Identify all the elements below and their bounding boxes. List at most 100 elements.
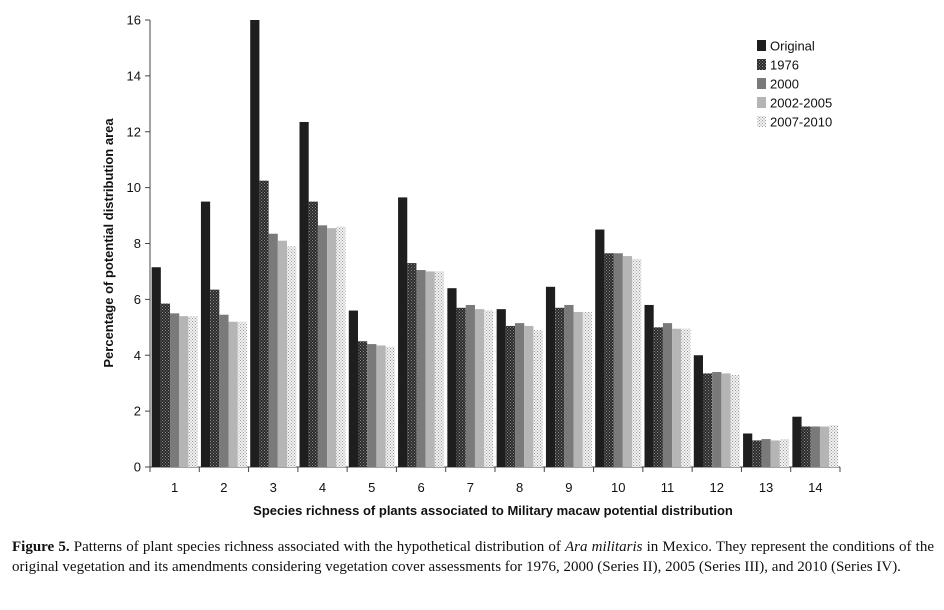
bar xyxy=(228,321,238,467)
bar xyxy=(425,271,435,467)
bar xyxy=(801,426,811,467)
y-tick-label: 10 xyxy=(127,180,141,195)
x-tick-label: 7 xyxy=(467,480,474,495)
bar xyxy=(810,426,820,467)
bar xyxy=(210,289,220,467)
bar xyxy=(327,228,337,467)
bar xyxy=(317,225,328,467)
bar xyxy=(662,323,673,467)
y-tick-label: 0 xyxy=(134,460,141,475)
x-tick-label: 1 xyxy=(171,480,178,495)
caption-species: Ara militaris xyxy=(565,539,643,555)
x-axis-title: Species richness of plants associated to… xyxy=(253,503,733,518)
y-tick-label: 8 xyxy=(134,236,141,251)
x-tick-label: 10 xyxy=(611,480,625,495)
x-tick-label: 11 xyxy=(661,480,675,495)
x-tick-label: 9 xyxy=(565,480,572,495)
figure-caption: Figure 5. Patterns of plant species rich… xyxy=(12,537,934,577)
caption-label: Figure 5. xyxy=(12,539,70,555)
bar xyxy=(277,240,288,467)
bar xyxy=(179,316,189,467)
legend-label: 2002-2005 xyxy=(770,96,832,111)
bar xyxy=(613,253,623,467)
bar xyxy=(496,309,506,467)
legend: Original 1976 2000 2002-2005 2007-2010 xyxy=(757,39,832,130)
y-tick-label: 2 xyxy=(134,404,141,419)
bar xyxy=(170,313,180,467)
bar xyxy=(299,121,309,467)
caption-text-end: in Mexico. They represent the conditions… xyxy=(12,539,934,575)
bar xyxy=(761,439,771,467)
bar xyxy=(653,327,663,467)
bar xyxy=(219,314,229,467)
bar xyxy=(743,433,753,467)
bar xyxy=(367,344,377,467)
bar xyxy=(447,288,457,467)
legend-label: 1976 xyxy=(770,58,799,73)
bar xyxy=(693,355,703,467)
y-tick-label: 4 xyxy=(134,348,141,363)
x-tick-label: 2 xyxy=(220,480,227,495)
bar xyxy=(357,341,368,467)
bar xyxy=(385,346,395,467)
bar xyxy=(604,253,614,467)
bar xyxy=(407,263,417,467)
bar xyxy=(721,373,731,467)
x-tick-label: 14 xyxy=(808,480,822,495)
bar xyxy=(712,372,722,467)
bar xyxy=(456,307,466,467)
legend-swatch xyxy=(757,97,766,108)
y-tick-label: 12 xyxy=(127,124,141,139)
bar xyxy=(200,201,211,467)
bar xyxy=(465,304,475,467)
y-tick-label: 6 xyxy=(134,292,141,307)
caption-text: Patterns of plant species richness assoc… xyxy=(69,539,565,555)
bar xyxy=(595,229,605,467)
bar xyxy=(259,180,269,467)
legend-swatch xyxy=(757,40,766,51)
bar xyxy=(779,439,790,467)
bar xyxy=(398,197,408,467)
x-tick-label: 8 xyxy=(516,480,523,495)
legend-label: 2007-2010 xyxy=(770,115,832,130)
bar xyxy=(348,310,358,467)
bar xyxy=(376,345,386,467)
x-tick-label: 6 xyxy=(417,480,424,495)
bar xyxy=(416,270,426,467)
bar xyxy=(564,304,574,467)
x-tick-label: 13 xyxy=(759,480,773,495)
legend-label: 2000 xyxy=(770,77,799,92)
bar xyxy=(730,374,740,467)
bar xyxy=(533,330,543,467)
x-tick-label: 3 xyxy=(270,480,277,495)
legend-swatch xyxy=(757,116,766,127)
x-tick-label: 12 xyxy=(710,480,724,495)
bar xyxy=(829,425,839,467)
bar xyxy=(672,328,682,467)
bar xyxy=(819,426,830,467)
bar xyxy=(582,311,592,467)
bar xyxy=(336,226,346,467)
bar xyxy=(188,316,198,467)
legend-swatch xyxy=(757,78,766,89)
bar xyxy=(474,309,485,467)
bar xyxy=(752,440,762,467)
bar xyxy=(237,321,247,467)
bar xyxy=(792,416,802,467)
bar xyxy=(644,304,654,467)
bar xyxy=(524,325,534,467)
bar xyxy=(160,303,171,467)
bar xyxy=(308,201,318,467)
bar xyxy=(622,256,633,467)
y-tick-label: 14 xyxy=(127,68,141,83)
bar xyxy=(681,328,691,467)
x-tick-label: 5 xyxy=(368,480,375,495)
bar xyxy=(505,325,516,467)
bar xyxy=(250,20,260,467)
bar xyxy=(632,258,642,467)
y-axis-title: Percentage of potential distribution are… xyxy=(101,118,116,368)
bar xyxy=(287,246,297,467)
bar xyxy=(702,373,713,467)
